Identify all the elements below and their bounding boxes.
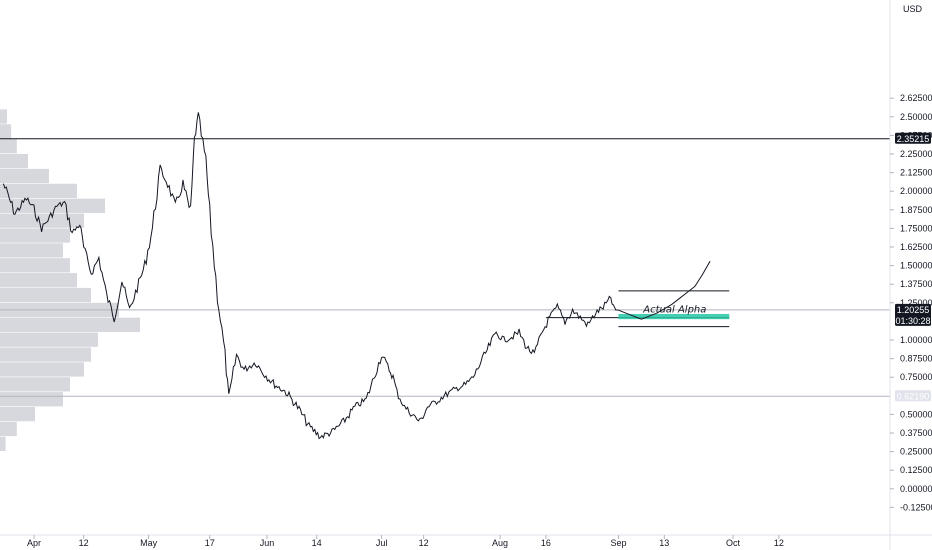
y-tick-label: 2.25000 bbox=[900, 149, 932, 159]
volume-profile-bar bbox=[0, 213, 84, 228]
volume-profile-bar bbox=[0, 362, 84, 377]
volume-profile-bar bbox=[0, 258, 70, 273]
volume-profile-bar bbox=[0, 154, 28, 169]
y-tick-label: 2.62500 bbox=[900, 93, 932, 103]
volume-profile bbox=[0, 109, 140, 451]
volume-profile-bar bbox=[0, 377, 70, 392]
y-tick-label: 0.12500 bbox=[900, 465, 932, 475]
volume-profile-bar bbox=[0, 347, 91, 362]
y-tick-label: 0.25000 bbox=[900, 447, 932, 457]
y-tick-label: 0.50000 bbox=[900, 409, 932, 419]
x-tick-label: 12 bbox=[419, 538, 429, 548]
volume-profile-bar bbox=[0, 436, 6, 451]
y-tick-label: 1.62500 bbox=[900, 242, 932, 252]
x-tick-label: Jun bbox=[260, 538, 275, 548]
highlight-band bbox=[618, 313, 730, 320]
x-tick-label: Apr bbox=[27, 538, 41, 548]
x-tick-label: 12 bbox=[774, 538, 784, 548]
annotation-actual-alpha: Actual Alpha bbox=[642, 305, 706, 316]
y-tick-label: 0.00000 bbox=[900, 484, 932, 494]
price-tag-label: 2.35215 bbox=[897, 134, 930, 144]
volume-profile-bar bbox=[0, 273, 77, 288]
y-tick-label: 1.25000 bbox=[900, 298, 932, 308]
volume-profile-bar bbox=[0, 243, 63, 258]
volume-profile-bar bbox=[0, 317, 140, 332]
volume-profile-bar bbox=[0, 406, 35, 422]
y-tick-label: -0.12500 bbox=[900, 502, 932, 512]
y-tick-label: 2.50000 bbox=[900, 112, 932, 122]
price-tag bbox=[895, 390, 931, 402]
volume-profile-bar bbox=[0, 392, 63, 407]
volume-profile-bar bbox=[0, 139, 17, 154]
y-axis[interactable]: 2.625002.500002.375002.250002.125002.000… bbox=[890, 93, 932, 512]
y-tick-label: 0.75000 bbox=[900, 372, 932, 382]
y-tick-label: 1.87500 bbox=[900, 205, 932, 215]
y-tick-label: 1.37500 bbox=[900, 279, 932, 289]
y-tick-label: 1.75000 bbox=[900, 223, 932, 233]
horizontal-levels bbox=[0, 138, 890, 397]
volume-profile-bar bbox=[0, 168, 49, 184]
projection-line[interactable] bbox=[618, 260, 711, 320]
price-tag bbox=[895, 303, 931, 326]
x-tick-label: Oct bbox=[726, 538, 741, 548]
y-tick-label: 2.00000 bbox=[900, 186, 932, 196]
volume-profile-bar bbox=[0, 198, 105, 213]
volume-profile-bar bbox=[0, 421, 17, 437]
price-tag-countdown: 01:30:28 bbox=[895, 316, 930, 326]
price-line[interactable] bbox=[2, 112, 619, 440]
x-tick-label: Sep bbox=[610, 538, 626, 548]
x-tick-label: 12 bbox=[79, 538, 89, 548]
x-tick-label: 13 bbox=[659, 538, 669, 548]
x-tick-label: 14 bbox=[312, 538, 322, 548]
price-series bbox=[2, 112, 619, 440]
x-tick-label: 17 bbox=[205, 538, 215, 548]
y-tick-label: 2.12500 bbox=[900, 168, 932, 178]
x-tick-label: Aug bbox=[492, 538, 508, 548]
volume-profile-bar bbox=[0, 183, 77, 199]
y-tick-label: 1.50000 bbox=[900, 261, 932, 271]
volume-profile-bar bbox=[0, 228, 70, 243]
x-axis[interactable]: Apr 12 May 17 Jun 14 Jul 12 Aug 16 Sep 13 Oct 12 bbox=[27, 535, 784, 548]
x-tick-label: May bbox=[140, 538, 158, 548]
price-tag-label: 0.62190 bbox=[897, 391, 930, 401]
x-tick-label: Jul bbox=[376, 538, 388, 548]
currency-label: USD bbox=[903, 4, 923, 14]
projection-path bbox=[618, 260, 711, 320]
price-tag bbox=[895, 132, 931, 144]
x-tick-label: 16 bbox=[541, 538, 551, 548]
volume-profile-bar bbox=[0, 124, 12, 139]
y-tick-label: 0.37500 bbox=[900, 428, 932, 438]
y-tick-label: 0.87500 bbox=[900, 354, 932, 364]
y-tick-label: 1.00000 bbox=[900, 335, 932, 345]
price-tag-label: 1.20255 bbox=[897, 305, 930, 315]
volume-profile-bar bbox=[0, 332, 98, 347]
volume-profile-bar bbox=[0, 109, 7, 124]
volume-profile-bar bbox=[0, 287, 91, 303]
